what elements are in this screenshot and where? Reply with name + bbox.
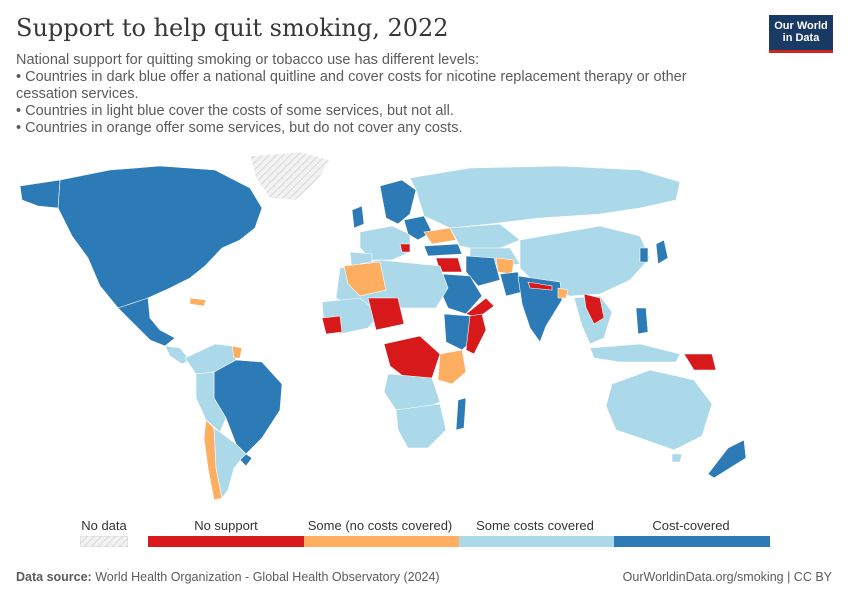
region-ukraine[interactable] [423,227,457,245]
legend-swatch-some-no-costs[interactable] [304,536,459,547]
region-na-alaska[interactable] [19,179,61,209]
legend-label-no-support: No support [194,518,258,533]
legend-swatch-some-costs[interactable] [459,536,614,547]
region-indonesia[interactable] [589,343,681,363]
logo-line-2: in Data [782,32,820,44]
region-niger-chad[interactable] [367,297,405,331]
region-papua-new-guinea[interactable] [683,353,717,371]
region-senegal-guinea[interactable] [321,315,343,335]
region-uruguay[interactable] [239,453,253,467]
region-greenland[interactable] [249,151,331,201]
region-balkans[interactable] [399,243,411,253]
region-argentina[interactable] [213,427,247,499]
chart-title: Support to help quit smoking, 2022 [16,14,449,42]
legend-label-some-no-costs: Some (no costs covered) [307,518,453,533]
legend-label-some-costs: Some costs covered [476,518,594,533]
region-madagascar[interactable] [455,397,467,431]
region-bangladesh[interactable] [557,287,569,299]
region-southern-africa[interactable] [395,403,447,449]
region-na-canada-us[interactable] [57,165,263,311]
region-japan[interactable] [655,239,669,265]
region-turkey[interactable] [423,243,463,257]
source-text[interactable]: World Health Organization - Global Healt… [95,570,440,584]
region-algeria[interactable] [343,261,387,297]
region-laos-myanmar[interactable] [583,293,605,325]
region-philippines[interactable] [635,307,649,335]
owid-logo[interactable]: Our World in Data [769,15,833,53]
source-label: Data source: [16,570,92,584]
map-legend: No data No support Some (no costs covere… [0,514,850,554]
region-iran[interactable] [465,255,501,287]
region-mexico[interactable] [117,297,176,347]
region-nepal[interactable] [527,281,553,291]
region-uk-ireland[interactable] [351,205,365,229]
data-source: Data source: World Health Organization -… [16,570,440,584]
region-scandinavia[interactable] [379,179,417,225]
region-india[interactable] [517,275,563,343]
region-korea[interactable] [639,247,649,263]
region-peru-bolivia[interactable] [195,371,227,433]
region-guyana[interactable] [231,345,243,359]
legend-label-no-data: No data [81,518,127,533]
chart-subtitle: National support for quitting smoking or… [16,52,736,137]
footer-url[interactable]: OurWorldinData.org/smoking | CC BY [622,570,832,584]
region-afghanistan[interactable] [495,257,515,275]
region-central-africa[interactable] [383,335,441,381]
region-east-africa[interactable] [437,349,467,385]
legend-swatch-no-support[interactable] [148,536,304,547]
region-somalia[interactable] [465,313,487,355]
region-kazakhstan[interactable] [449,223,521,253]
region-new-zealand[interactable] [707,439,747,479]
region-west-europe[interactable] [359,225,411,261]
world-map[interactable] [0,148,850,508]
region-caribbean[interactable] [189,297,207,307]
region-pakistan[interactable] [499,271,523,297]
subtitle-line: National support for quitting smoking or… [16,52,480,68]
logo-line-1: Our World [774,20,828,32]
region-australia[interactable] [605,369,713,451]
region-tasmania[interactable] [671,453,683,463]
legend-label-cost-covered: Cost-covered [652,518,730,533]
legend-swatch-cost-covered[interactable] [614,536,770,547]
subtitle-line: • Countries in light blue cover the cost… [16,103,454,119]
subtitle-line: • Countries in orange offer some service… [16,120,463,136]
legend-swatch-no-data [80,536,128,547]
subtitle-line: • Countries in dark blue offer a nationa… [16,69,687,102]
region-russia[interactable] [409,165,681,229]
region-central-america[interactable] [164,345,191,365]
